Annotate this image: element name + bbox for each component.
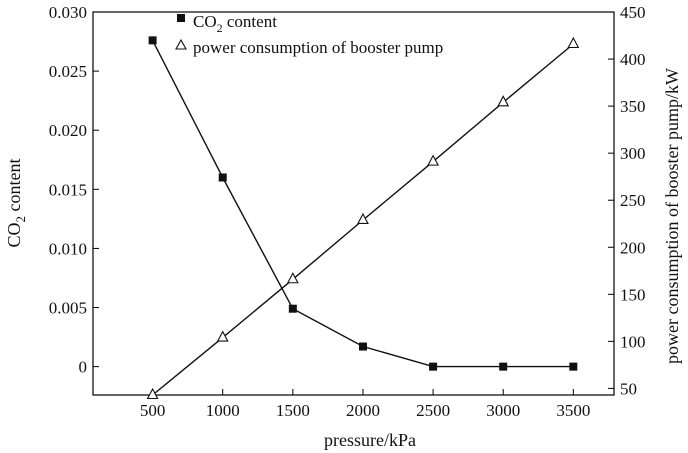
right-y-tick-label: 350 (620, 97, 646, 116)
x-axis: 500 1000 1500 2000 2500 3000 3500 (140, 389, 590, 420)
left-y-tick-label: 0.025 (49, 62, 87, 81)
x-tick-label: 2000 (346, 401, 380, 420)
data-point-power (286, 272, 299, 284)
right-y-axis-title: power consumption of booster pump/kW (662, 68, 682, 364)
x-tick-label: 3000 (486, 401, 520, 420)
data-point-power (567, 36, 580, 49)
data-point-co2 (358, 342, 367, 351)
data-point-power (216, 330, 229, 342)
series-layer (146, 36, 580, 400)
legend: CO2 content power consumption of booster… (175, 12, 443, 57)
x-tick-label: 1500 (276, 401, 310, 420)
data-point-co2 (569, 362, 578, 371)
x-tick-label: 500 (140, 401, 166, 420)
right-y-tick-label: 100 (620, 332, 646, 351)
right-y-tick-label: 150 (620, 285, 646, 304)
data-point-co2 (499, 362, 508, 371)
x-tick-label: 1000 (206, 401, 240, 420)
right-y-tick-label: 200 (620, 238, 646, 257)
right-y-tick-label: 400 (620, 50, 646, 69)
legend-marker-power (175, 38, 187, 50)
data-point-power (357, 212, 369, 225)
left-y-tick-label: 0.005 (49, 299, 87, 318)
left-y-tick-label: 0.010 (49, 239, 87, 258)
x-axis-title: pressure/kPa (324, 430, 416, 450)
left-y-axis: 0 0.005 0.010 0.015 0.020 0.025 0.030 (49, 3, 99, 377)
right-y-axis: 50 100 150 200 250 300 350 400 450 (608, 3, 646, 398)
series-line-0 (151, 40, 574, 368)
right-y-tick-label: 300 (620, 144, 646, 163)
left-y-tick-label: 0 (79, 358, 88, 377)
legend-label-power: power consumption of booster pump (193, 38, 443, 57)
legend-label-co2: CO2 content (193, 12, 277, 35)
data-point-power (427, 154, 439, 166)
right-y-tick-label: 450 (620, 3, 646, 22)
left-y-tick-label: 0.020 (49, 121, 87, 140)
data-point-co2 (218, 173, 227, 182)
data-point-power (146, 387, 159, 400)
data-point-co2 (429, 362, 438, 371)
right-y-tick-label: 50 (620, 379, 637, 398)
left-y-tick-label: 0.015 (49, 180, 87, 199)
left-y-axis-title: CO2 content (4, 159, 28, 248)
x-tick-label: 2500 (416, 401, 450, 420)
left-y-tick-label: 0.030 (49, 3, 87, 22)
plot-frame (92, 11, 615, 396)
legend-marker-co2 (177, 14, 185, 22)
data-point-co2 (148, 36, 157, 45)
data-point-co2 (288, 304, 297, 313)
x-tick-label: 3500 (556, 401, 590, 420)
right-y-tick-label: 250 (620, 191, 646, 210)
data-point-power (497, 95, 510, 107)
